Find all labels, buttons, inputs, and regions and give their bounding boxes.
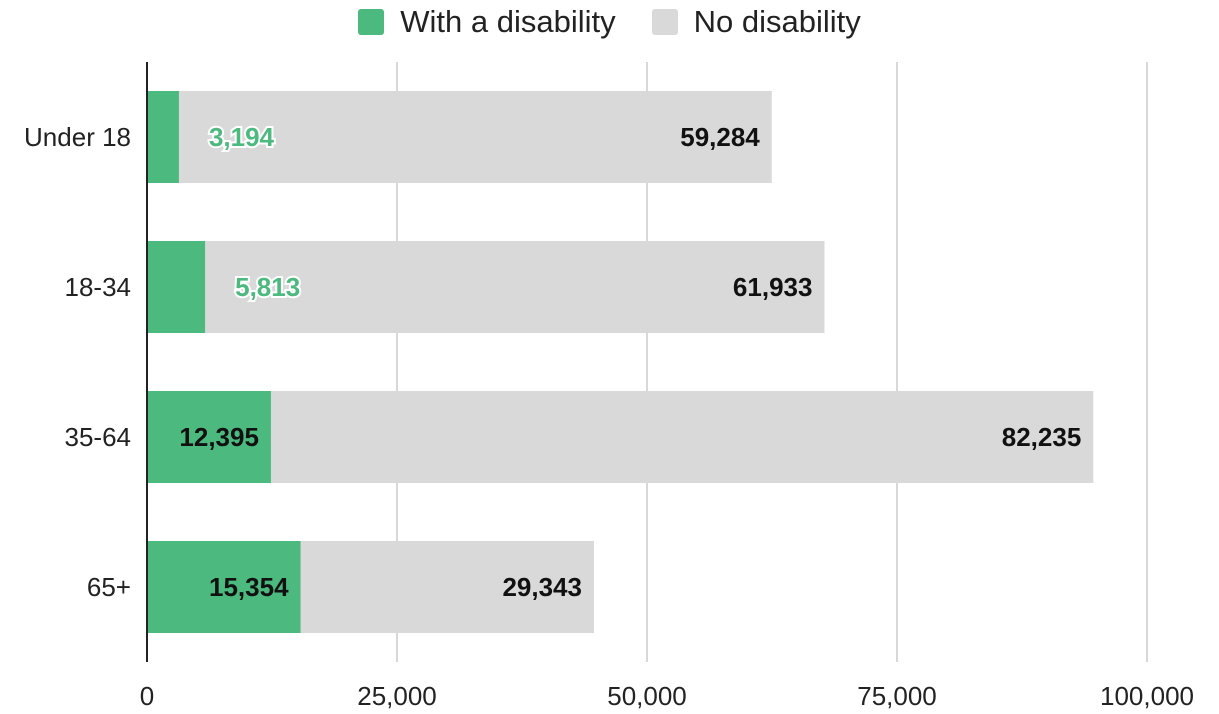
category-label: Under 18 bbox=[24, 122, 131, 152]
bar-with-disability bbox=[147, 241, 206, 333]
data-label-with-disability: 3,194 bbox=[209, 122, 275, 152]
x-tick-label: 0 bbox=[140, 681, 154, 711]
data-label-with-disability: 12,395 bbox=[179, 422, 259, 452]
data-label-with-disability: 5,813 bbox=[235, 272, 300, 302]
legend-swatch-no-disability bbox=[651, 9, 678, 35]
bar-no-disability bbox=[178, 91, 772, 183]
data-label-with-disability: 15,354 bbox=[209, 572, 289, 602]
bar-with-disability bbox=[147, 91, 179, 183]
category-label: 35-64 bbox=[65, 422, 132, 452]
legend-label-with-disability: With a disability bbox=[400, 4, 616, 39]
bar-no-disability bbox=[270, 391, 1094, 483]
bar-no-disability bbox=[205, 241, 825, 333]
x-tick-label: 50,000 bbox=[607, 681, 687, 711]
x-tick-label: 100,000 bbox=[1100, 681, 1194, 711]
data-label-no-disability: 59,284 bbox=[680, 122, 760, 152]
data-label-no-disability: 29,343 bbox=[502, 572, 582, 602]
category-label: 65+ bbox=[87, 572, 131, 602]
data-label-no-disability: 82,235 bbox=[1002, 422, 1082, 452]
legend-swatch-with-disability bbox=[358, 9, 385, 35]
legend-item-no-disability: No disability bbox=[651, 4, 861, 40]
category-label: 18-34 bbox=[65, 272, 132, 302]
data-label-no-disability: 61,933 bbox=[733, 272, 813, 302]
bar-no-disability bbox=[300, 541, 594, 633]
x-tick-label: 25,000 bbox=[357, 681, 437, 711]
legend-item-with-disability: With a disability bbox=[358, 4, 616, 40]
bar-with-disability bbox=[147, 541, 301, 633]
legend-label-no-disability: No disability bbox=[693, 4, 861, 39]
legend: With a disability No disability bbox=[0, 4, 1219, 40]
x-tick-label: 75,000 bbox=[857, 681, 937, 711]
bar-with-disability bbox=[147, 391, 271, 483]
